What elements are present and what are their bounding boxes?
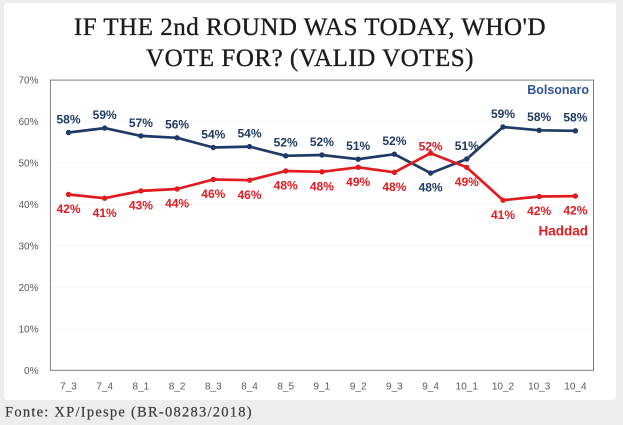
svg-text:Fonte: XP/Ipespe (BR-08283/201: Fonte: XP/Ipespe (BR-08283/2018) [5,405,253,421]
svg-text:43%: 43% [129,199,153,213]
svg-text:58%: 58% [527,110,551,124]
svg-text:52%: 52% [419,140,443,154]
svg-text:8_5: 8_5 [277,382,294,393]
svg-text:8_1: 8_1 [133,382,150,393]
svg-text:9_2: 9_2 [350,382,367,393]
svg-text:10%: 10% [18,324,38,335]
svg-text:49%: 49% [455,175,479,189]
svg-text:41%: 41% [491,208,515,222]
svg-text:59%: 59% [491,107,515,121]
svg-text:56%: 56% [165,118,189,132]
svg-text:9_4: 9_4 [422,382,439,393]
svg-text:Bolsonaro: Bolsonaro [527,83,589,97]
svg-text:8_3: 8_3 [205,382,222,393]
svg-text:59%: 59% [93,108,117,122]
svg-text:VOTE FOR? (VALID VOTES): VOTE FOR? (VALID VOTES) [146,45,474,72]
svg-text:48%: 48% [419,181,443,195]
svg-text:52%: 52% [310,135,334,149]
svg-text:57%: 57% [129,116,153,130]
svg-text:58%: 58% [563,111,587,125]
svg-text:IF THE 2nd ROUND WAS TODAY, WH: IF THE 2nd ROUND WAS TODAY, WHO'D [74,14,546,41]
svg-text:10_1: 10_1 [456,382,479,393]
svg-text:7_4: 7_4 [96,382,113,393]
svg-text:48%: 48% [382,180,406,194]
svg-text:48%: 48% [274,179,298,193]
svg-text:48%: 48% [310,179,334,193]
svg-text:40%: 40% [18,200,38,211]
svg-text:7_3: 7_3 [60,382,77,393]
svg-text:46%: 46% [201,187,225,201]
svg-text:9_1: 9_1 [314,382,331,393]
svg-text:9_3: 9_3 [386,382,403,393]
svg-text:42%: 42% [56,202,80,216]
svg-text:54%: 54% [201,127,225,141]
svg-text:10_4: 10_4 [564,382,587,393]
svg-text:46%: 46% [237,188,261,202]
svg-text:52%: 52% [274,136,298,150]
svg-text:8_4: 8_4 [241,382,258,393]
svg-text:20%: 20% [18,283,38,294]
svg-text:70%: 70% [18,76,38,87]
svg-text:0%: 0% [24,366,39,377]
svg-text:42%: 42% [527,204,551,218]
svg-text:58%: 58% [56,112,80,126]
svg-text:50%: 50% [18,159,38,170]
svg-text:8_2: 8_2 [169,382,186,393]
svg-text:54%: 54% [237,127,261,141]
svg-text:10_2: 10_2 [492,382,515,393]
svg-text:52%: 52% [382,134,406,148]
svg-text:49%: 49% [346,175,370,189]
svg-text:Haddad: Haddad [538,223,588,238]
svg-text:42%: 42% [563,204,587,218]
svg-text:44%: 44% [165,197,189,211]
svg-text:30%: 30% [18,241,38,252]
svg-text:51%: 51% [455,139,479,153]
svg-text:60%: 60% [18,117,38,128]
svg-text:41%: 41% [93,206,117,220]
svg-text:51%: 51% [346,139,370,153]
svg-text:10_3: 10_3 [528,382,551,393]
